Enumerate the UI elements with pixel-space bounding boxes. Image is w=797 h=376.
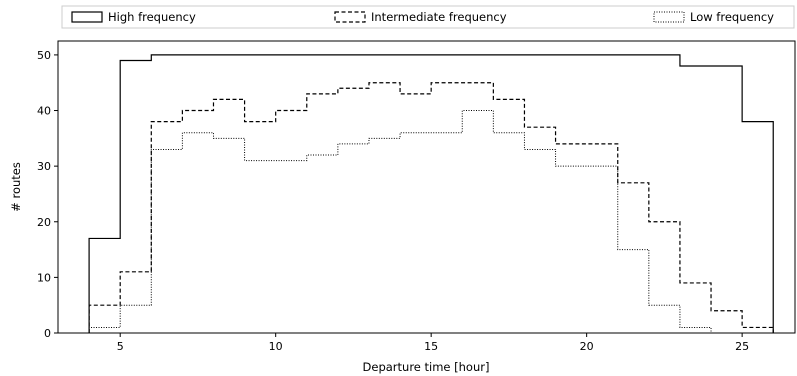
legend-swatch-high (71, 11, 103, 23)
legend-frame (61, 5, 795, 29)
plot-frame (57, 40, 796, 334)
legend-item-low: Low frequency (653, 10, 774, 24)
y-tick-label: 40 (37, 105, 51, 118)
series-layer (88, 54, 774, 334)
y-tick-label: 50 (37, 49, 51, 62)
x-tick-label: 5 (117, 340, 124, 353)
legend-item-high: High frequency (71, 10, 196, 24)
y-tick-label: 20 (37, 216, 51, 229)
y-tick-label: 0 (44, 327, 51, 340)
series-line-dashed (88, 82, 774, 333)
legend-swatch-low (653, 11, 685, 23)
series-line-solid (88, 54, 774, 333)
x-tick-label: 20 (580, 340, 594, 353)
legend-label-high: High frequency (108, 10, 196, 24)
x-axis-label: Departure time [hour] (363, 360, 490, 374)
y-tick-label: 30 (37, 160, 51, 173)
legend-swatch-intermediate (334, 11, 366, 23)
x-axis: 5 10 15 20 25 (117, 333, 749, 353)
x-tick-label: 10 (269, 340, 283, 353)
y-axis-label: # routes (9, 162, 23, 212)
legend-item-intermediate: Intermediate frequency (334, 10, 507, 24)
y-axis: 0 10 20 30 40 50 (37, 49, 58, 340)
series-line-dotted (88, 110, 774, 334)
legend-label-intermediate: Intermediate frequency (371, 10, 507, 24)
legend: High frequency Intermediate frequency Lo… (61, 5, 795, 29)
x-tick-label: 25 (735, 340, 749, 353)
legend-label-low: Low frequency (690, 10, 774, 24)
x-tick-label: 15 (424, 340, 438, 353)
y-tick-label: 10 (37, 271, 51, 284)
